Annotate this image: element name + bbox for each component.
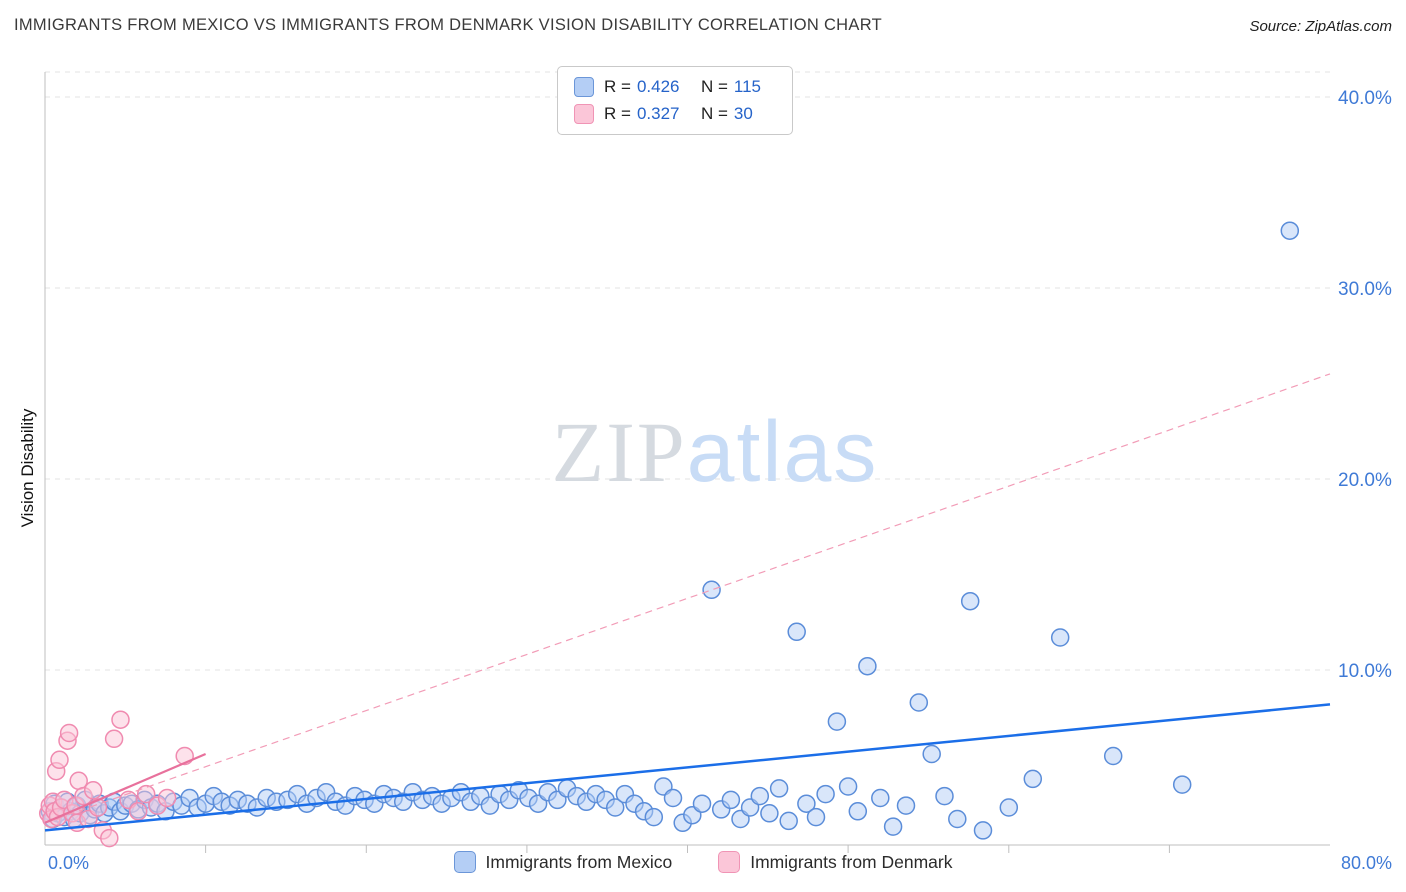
mexico-point bbox=[797, 794, 816, 813]
mexico-point bbox=[960, 591, 980, 611]
n-value-mexico: 115 bbox=[733, 77, 761, 96]
mexico-point bbox=[702, 580, 721, 600]
y-tick-label: 10.0% bbox=[1338, 661, 1392, 682]
denmark-point bbox=[136, 784, 156, 804]
mexico-point bbox=[605, 798, 625, 817]
mexico-legend-swatch-icon bbox=[453, 851, 476, 873]
denmark-point bbox=[69, 771, 88, 791]
mexico-point bbox=[858, 656, 877, 676]
source-attribution: Source: ZipAtlas.com bbox=[1249, 18, 1392, 35]
denmark-point bbox=[157, 788, 177, 808]
denmark-point bbox=[59, 723, 79, 743]
r-label: R = bbox=[604, 104, 631, 123]
legend-item-denmark: Immigrants from Denmark bbox=[718, 851, 952, 873]
series-legend: Immigrants from Mexico Immigrants from D… bbox=[0, 851, 1406, 873]
mexico-point bbox=[721, 790, 741, 810]
r-value-denmark: 0.327 bbox=[636, 104, 680, 123]
mexico-point bbox=[663, 788, 683, 808]
stats-row-denmark: R = 0.327 N = 30 bbox=[574, 104, 776, 124]
mexico-point bbox=[816, 784, 835, 804]
denmark-point bbox=[111, 710, 130, 729]
mexico-point bbox=[787, 622, 806, 642]
correlation-stats-legend: R = 0.426 N = 115 R = 0.327 N = 30 bbox=[557, 66, 793, 135]
mexico-point bbox=[750, 786, 770, 806]
legend-label-denmark: Immigrants from Denmark bbox=[750, 851, 953, 872]
n-label: N = bbox=[700, 77, 728, 96]
mexico-point bbox=[644, 807, 664, 827]
mexico-point bbox=[848, 802, 868, 821]
y-tick-label: 20.0% bbox=[1338, 470, 1392, 491]
mexico-point bbox=[692, 794, 712, 813]
stats-row-mexico: R = 0.426 N = 115 bbox=[574, 77, 776, 97]
denmark-trend-line bbox=[44, 752, 207, 824]
mexico-point bbox=[1172, 775, 1192, 794]
mexico-point bbox=[769, 779, 789, 798]
legend-item-mexico: Immigrants from Mexico bbox=[453, 851, 673, 873]
mexico-point bbox=[973, 821, 993, 840]
denmark-point bbox=[83, 781, 103, 800]
n-label: N = bbox=[700, 104, 728, 123]
legend-label-mexico: Immigrants from Mexico bbox=[485, 851, 673, 872]
mexico-point bbox=[883, 817, 903, 836]
mexico-point bbox=[1280, 221, 1300, 240]
denmark-legend-swatch-icon bbox=[718, 851, 741, 873]
mexico-point bbox=[948, 809, 967, 829]
denmark-point bbox=[50, 750, 69, 770]
denmark-point bbox=[100, 828, 119, 848]
mexico-point bbox=[838, 777, 858, 796]
mexico-point bbox=[827, 712, 847, 731]
mexico-point bbox=[909, 693, 929, 712]
mexico-point bbox=[1103, 746, 1123, 766]
r-label: R = bbox=[604, 77, 631, 96]
mexico-point bbox=[999, 798, 1019, 817]
n-value-denmark: 30 bbox=[733, 104, 753, 123]
mexico-point bbox=[935, 786, 954, 806]
mexico-point bbox=[806, 807, 826, 827]
mexico-point bbox=[871, 788, 890, 808]
mexico-swatch-icon bbox=[574, 77, 594, 97]
x-axis-min-label: 0.0% bbox=[48, 853, 90, 873]
y-tick-label: 30.0% bbox=[1338, 279, 1392, 300]
mexico-trend-line bbox=[44, 703, 1331, 832]
denmark-trend-line-extrapolated bbox=[44, 373, 1331, 824]
mexico-point bbox=[760, 804, 779, 823]
y-axis-title: Vision Disability bbox=[18, 408, 37, 528]
denmark-point bbox=[104, 729, 124, 749]
denmark-point bbox=[128, 802, 148, 821]
mexico-point bbox=[896, 796, 916, 815]
y-tick-label: 40.0% bbox=[1338, 88, 1392, 109]
mexico-point bbox=[1050, 628, 1070, 647]
mexico-point bbox=[779, 811, 798, 831]
mexico-point bbox=[1023, 769, 1043, 789]
mexico-point bbox=[922, 744, 941, 764]
denmark-swatch-icon bbox=[574, 104, 594, 124]
r-value-mexico: 0.426 bbox=[636, 77, 680, 96]
page-title: IMMIGRANTS FROM MEXICO VS IMMIGRANTS FRO… bbox=[14, 16, 882, 34]
x-axis-max-label: 80.0% bbox=[1340, 853, 1392, 873]
